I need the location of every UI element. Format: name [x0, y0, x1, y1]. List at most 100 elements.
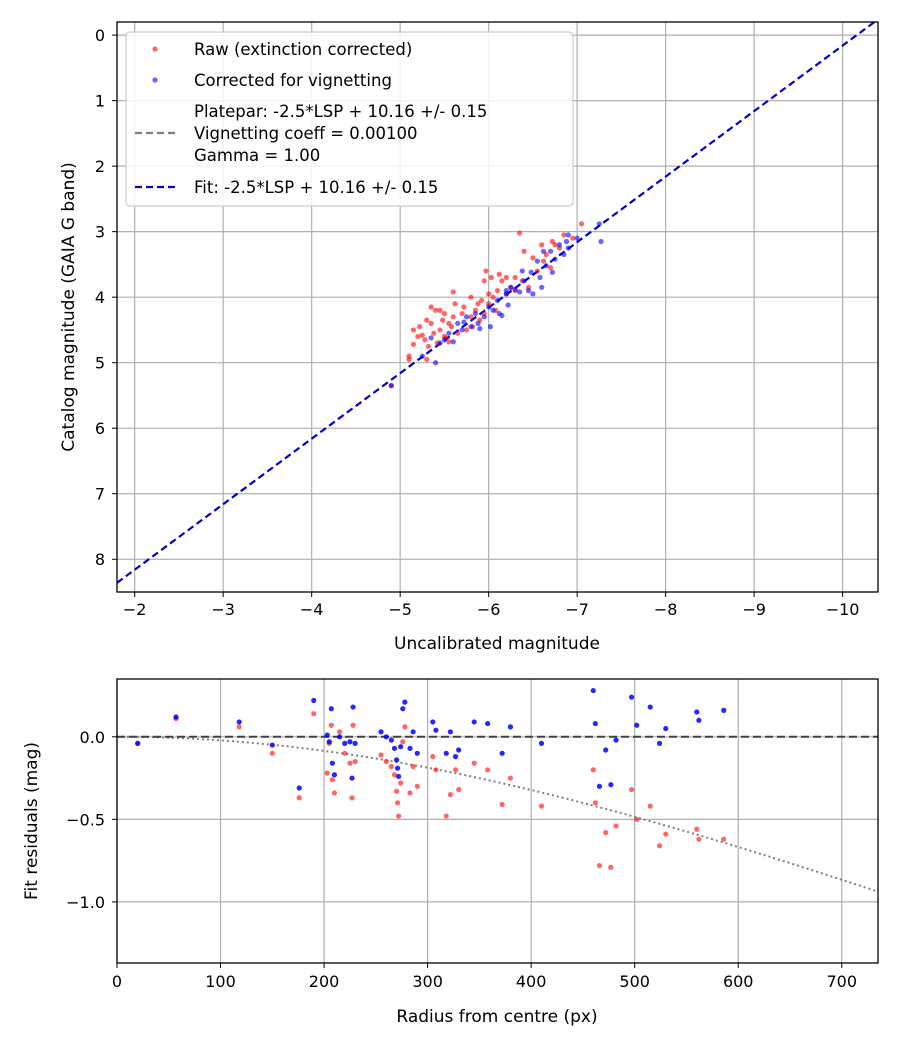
raw-residual-point — [471, 760, 477, 766]
calibration-x-ticks: −2 −3 −4 −5 −6 −7 −8 −9 −10 — [123, 592, 859, 619]
corrected-residual-point — [499, 750, 505, 756]
raw-point — [424, 317, 430, 323]
corrected-residual-point — [430, 719, 436, 725]
residuals-x-tick-label: 700 — [826, 972, 857, 991]
calibration-y-tick-label: 0 — [95, 26, 105, 45]
corrected-residual-point — [694, 709, 700, 715]
raw-point — [461, 304, 467, 310]
raw-point — [570, 235, 576, 241]
corrected-residual-point — [538, 740, 545, 746]
vignetting-curve-group — [117, 735, 878, 893]
corrected-residual-point — [398, 744, 404, 750]
raw-point — [410, 341, 417, 347]
corrected-residual-point — [634, 722, 640, 728]
corrected-point — [481, 314, 487, 320]
calibration-x-tick-label: −5 — [388, 600, 412, 619]
raw-point — [490, 294, 496, 300]
residuals-y-tick-label: −1.0 — [66, 893, 105, 912]
corrected-residual-point — [378, 729, 384, 735]
raw-residual-point — [393, 788, 400, 794]
raw-residual-point — [721, 836, 727, 842]
raw-point — [431, 330, 437, 336]
raw-residual-point — [394, 800, 401, 806]
raw-residual-point — [347, 760, 353, 766]
corrected-point — [596, 221, 602, 227]
corrected-point — [534, 258, 540, 264]
raw-point — [450, 314, 456, 320]
residuals-x-tick-label: 0 — [112, 972, 122, 991]
raw-residual-point — [485, 767, 491, 773]
raw-residual-point — [342, 750, 348, 756]
raw-point — [499, 278, 505, 284]
raw-residual-point — [398, 780, 404, 786]
raw-residual-point — [647, 803, 653, 809]
calibration-y-tick-label: 5 — [95, 354, 105, 373]
corrected-residual-point — [311, 697, 317, 704]
legend: Raw (extinction corrected) Corrected for… — [125, 31, 574, 207]
corrected-point — [468, 324, 474, 330]
corrected-residual-point — [647, 704, 653, 710]
raw-point — [446, 339, 452, 345]
corrected-residual-point — [471, 719, 477, 725]
corrected-residual-point — [603, 747, 609, 753]
raw-point — [415, 333, 421, 340]
raw-point — [478, 297, 485, 304]
legend-corrected-label: Corrected for vignetting — [194, 71, 392, 90]
raw-residual-point — [402, 724, 408, 730]
calibration-x-tick-label: −7 — [565, 600, 589, 619]
legend-corrected-marker — [152, 77, 158, 83]
raw-residual-point — [378, 752, 384, 758]
raw-point — [417, 324, 423, 330]
raw-point — [437, 327, 443, 333]
corrected-point — [455, 320, 461, 326]
raw-point — [406, 353, 412, 359]
raw-point — [561, 232, 567, 238]
raw-point — [552, 242, 558, 248]
corrected-point — [512, 286, 518, 292]
corrected-point — [565, 245, 571, 251]
corrected-residual-point — [628, 694, 635, 700]
corrected-residual-point — [388, 737, 394, 743]
raw-residual-point — [663, 831, 669, 837]
legend-vignetting-label: Vignetting coeff = 0.00100 — [194, 124, 418, 143]
raw-point — [419, 332, 425, 338]
corrected-point — [543, 263, 549, 269]
raw-point — [425, 343, 432, 349]
residuals-plot-frame — [116, 678, 879, 964]
calibration-y-tick-label: 2 — [95, 157, 105, 176]
calibration-y-tick-label: 3 — [95, 223, 105, 242]
corrected-residual-point — [342, 740, 348, 746]
raw-point — [459, 310, 465, 317]
corrected-residual-point — [326, 739, 332, 745]
corrected-point — [508, 284, 514, 290]
corrected-point — [472, 310, 478, 317]
raw-residual-point — [269, 750, 275, 756]
raw-point — [452, 301, 458, 307]
raw-residual-point — [456, 787, 462, 793]
raw-residual-point — [396, 813, 402, 819]
raw-residuals-group — [135, 711, 727, 870]
raw-residual-point — [430, 754, 436, 760]
corrected-point — [441, 337, 448, 343]
raw-residual-point — [613, 823, 619, 829]
raw-point — [441, 310, 448, 317]
calibration-x-tick-label: −2 — [123, 600, 147, 619]
calibration-x-axis-label: Uncalibrated magnitude — [394, 634, 600, 654]
residuals-x-tick-label: 600 — [723, 972, 754, 991]
raw-point — [481, 278, 487, 284]
corrected-residual-point — [721, 707, 727, 713]
raw-point — [424, 356, 430, 363]
raw-point — [496, 271, 502, 277]
raw-point — [483, 268, 489, 274]
corrected-point — [499, 312, 505, 319]
corrected-point — [565, 232, 571, 238]
corrected-residual-point — [433, 727, 439, 733]
raw-point — [503, 274, 509, 281]
corrected-residual-point — [507, 724, 514, 730]
corrected-residual-point — [696, 717, 702, 723]
corrected-residual-point — [596, 783, 603, 789]
calibration-y-tick-label: 4 — [95, 288, 105, 307]
corrected-point — [437, 340, 443, 346]
corrected-residual-point — [402, 699, 408, 705]
corrected-point — [528, 269, 534, 275]
